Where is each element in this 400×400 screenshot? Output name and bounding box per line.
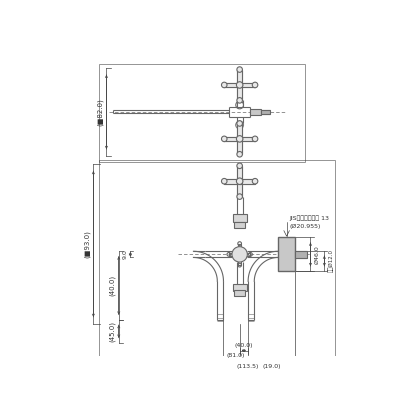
Circle shape	[222, 136, 227, 142]
Circle shape	[222, 178, 227, 184]
Text: Ø46.0: Ø46.0	[315, 245, 320, 264]
Text: (■82.0): (■82.0)	[97, 98, 104, 126]
Bar	[234, 222, 245, 228]
Text: (113.5): (113.5)	[236, 364, 259, 368]
Text: (Ø20.955): (Ø20.955)	[290, 224, 321, 229]
Polygon shape	[224, 179, 240, 184]
Circle shape	[237, 67, 242, 72]
Polygon shape	[237, 85, 242, 100]
Polygon shape	[224, 83, 240, 87]
Text: (■93.0): (■93.0)	[84, 230, 90, 258]
Polygon shape	[240, 179, 255, 184]
Circle shape	[237, 152, 242, 157]
Polygon shape	[240, 83, 255, 87]
Bar	[233, 214, 246, 222]
Text: (40.0): (40.0)	[235, 344, 253, 348]
Text: (40.0): (40.0)	[109, 275, 116, 296]
Circle shape	[222, 82, 227, 88]
Bar	[250, 109, 261, 115]
Circle shape	[237, 121, 242, 126]
Bar	[233, 284, 246, 291]
Circle shape	[252, 82, 258, 88]
Text: 内径Ø12.0: 内径Ø12.0	[328, 249, 334, 272]
Polygon shape	[224, 136, 240, 141]
Bar	[278, 238, 295, 271]
Bar	[261, 110, 270, 114]
Circle shape	[236, 136, 243, 142]
Circle shape	[232, 247, 247, 262]
Polygon shape	[237, 70, 242, 85]
Polygon shape	[237, 166, 242, 181]
Circle shape	[252, 178, 258, 184]
Polygon shape	[237, 139, 242, 154]
Circle shape	[237, 194, 242, 199]
Circle shape	[236, 82, 243, 88]
Text: 9.0: 9.0	[122, 250, 128, 259]
Circle shape	[237, 163, 242, 168]
Text: (45.0): (45.0)	[109, 321, 116, 342]
Circle shape	[252, 136, 258, 142]
Polygon shape	[240, 136, 255, 141]
Text: (19.0): (19.0)	[262, 364, 281, 368]
Polygon shape	[237, 124, 242, 139]
Text: JIS給水鋼管ねじ 13: JIS給水鋼管ねじ 13	[290, 216, 330, 222]
Bar	[295, 250, 307, 258]
Circle shape	[236, 178, 243, 184]
Circle shape	[237, 98, 242, 103]
Polygon shape	[237, 181, 242, 197]
Bar	[234, 290, 245, 296]
Text: (81.0): (81.0)	[227, 353, 245, 358]
